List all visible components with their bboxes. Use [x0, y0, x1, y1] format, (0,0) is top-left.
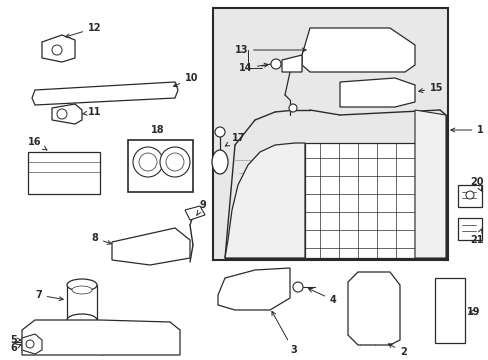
Circle shape: [215, 127, 224, 137]
Polygon shape: [347, 272, 399, 345]
Bar: [213, 8, 447, 260]
Circle shape: [165, 153, 183, 171]
Text: 7: 7: [35, 290, 63, 301]
Text: 6: 6: [10, 343, 21, 353]
Circle shape: [139, 153, 157, 171]
Polygon shape: [339, 78, 414, 107]
Circle shape: [133, 147, 163, 177]
Text: 1: 1: [450, 125, 483, 135]
Circle shape: [465, 191, 473, 199]
Text: 9: 9: [196, 200, 206, 215]
Text: 15: 15: [418, 83, 443, 93]
Polygon shape: [52, 104, 82, 124]
Ellipse shape: [67, 279, 97, 291]
Text: 2: 2: [387, 344, 406, 357]
Polygon shape: [282, 55, 302, 72]
Polygon shape: [218, 268, 289, 310]
Bar: [128, 140, 193, 192]
Text: 5: 5: [10, 335, 21, 345]
Text: 21: 21: [469, 229, 483, 245]
Text: 16: 16: [28, 137, 47, 150]
Text: 14: 14: [238, 63, 267, 73]
Polygon shape: [414, 110, 445, 258]
Text: 13: 13: [234, 45, 305, 55]
Bar: [457, 185, 481, 207]
Ellipse shape: [72, 286, 92, 294]
Circle shape: [26, 340, 34, 348]
Polygon shape: [42, 35, 75, 62]
Polygon shape: [22, 320, 180, 355]
Text: 12: 12: [65, 23, 102, 37]
Bar: [28, 152, 100, 194]
Circle shape: [292, 282, 303, 292]
Polygon shape: [302, 28, 414, 72]
Polygon shape: [22, 334, 42, 354]
Text: 19: 19: [466, 307, 479, 317]
Text: 17: 17: [225, 133, 245, 146]
Polygon shape: [32, 82, 178, 105]
Text: 11: 11: [82, 107, 102, 117]
Text: 4: 4: [308, 288, 336, 305]
Bar: [457, 218, 481, 240]
Circle shape: [270, 59, 281, 69]
Ellipse shape: [67, 314, 97, 326]
Circle shape: [57, 109, 67, 119]
Polygon shape: [224, 143, 305, 258]
Bar: [305, 143, 414, 258]
Polygon shape: [112, 228, 190, 265]
Circle shape: [288, 104, 296, 112]
Circle shape: [160, 147, 190, 177]
Text: 8: 8: [91, 233, 111, 244]
Ellipse shape: [212, 150, 227, 174]
Circle shape: [52, 45, 62, 55]
Text: 20: 20: [469, 177, 483, 191]
Bar: [434, 278, 464, 343]
Polygon shape: [184, 206, 204, 220]
Text: 3: 3: [271, 311, 296, 355]
Text: 18: 18: [151, 125, 164, 135]
Text: 10: 10: [173, 73, 198, 86]
